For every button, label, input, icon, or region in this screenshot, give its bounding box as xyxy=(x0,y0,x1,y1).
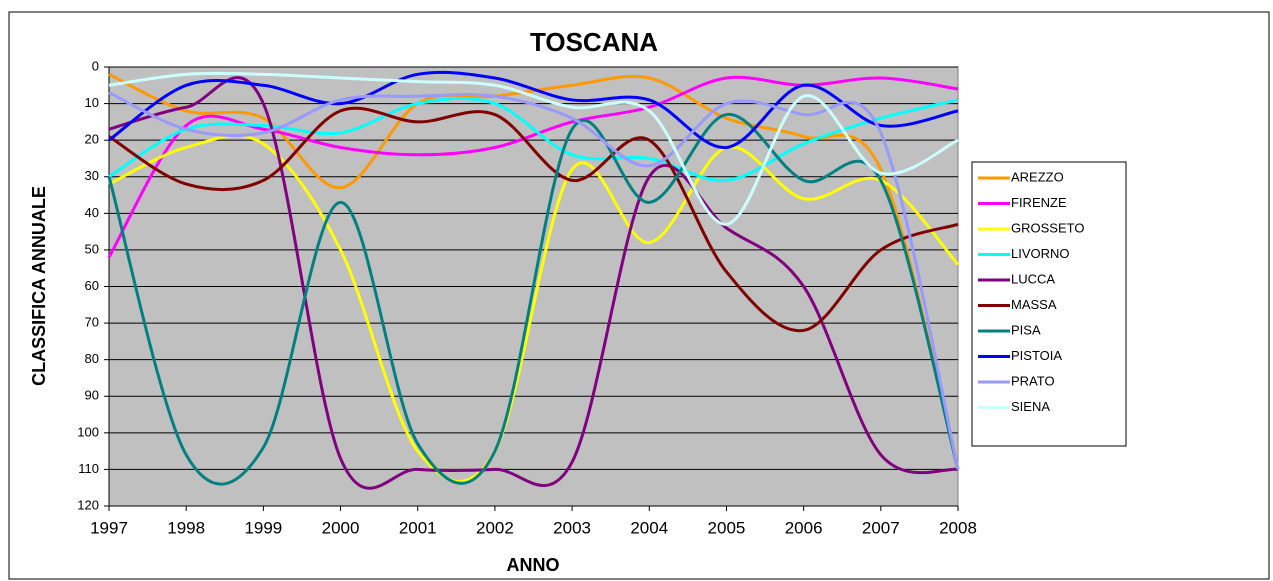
series-line xyxy=(108,72,960,470)
y-tick-label: 120 xyxy=(77,497,99,512)
x-tick-label: 1997 xyxy=(90,518,128,537)
legend-label: MASSA xyxy=(1011,297,1057,312)
x-tick-label: 1998 xyxy=(167,518,205,537)
x-tick-label: 2003 xyxy=(553,518,591,537)
y-tick-label: 70 xyxy=(85,315,99,330)
legend-label: AREZZO xyxy=(1011,169,1064,184)
y-tick-label: 110 xyxy=(78,461,99,476)
legend-label: PRATO xyxy=(1011,373,1055,388)
legend-label: GROSSETO xyxy=(1011,220,1084,235)
series-line xyxy=(108,96,959,183)
y-tick-label: 20 xyxy=(85,132,99,147)
x-tick-label: 2001 xyxy=(399,518,437,537)
y-tick-label: 10 xyxy=(85,95,99,110)
x-tick-label: 2004 xyxy=(630,518,668,537)
x-tick-label: 2005 xyxy=(708,518,746,537)
series-line xyxy=(108,134,960,483)
y-tick-label: 60 xyxy=(85,278,99,293)
chart-title: TOSCANA xyxy=(530,27,658,57)
legend-label: LIVORNO xyxy=(1011,246,1070,261)
series-line xyxy=(108,76,959,490)
series-line xyxy=(107,113,960,486)
y-tick-label: 0 xyxy=(92,58,99,73)
x-tick-label: 2008 xyxy=(939,518,977,537)
x-axis-label: ANNO xyxy=(507,555,560,575)
legend-label: FIRENZE xyxy=(1011,195,1067,210)
y-tick-label: 80 xyxy=(85,351,99,366)
x-tick-label: 2006 xyxy=(785,518,823,537)
legend-label: LUCCA xyxy=(1011,271,1055,286)
series-line xyxy=(108,71,959,226)
y-tick-label: 50 xyxy=(85,241,99,256)
y-tick-label: 90 xyxy=(85,388,99,403)
legend-label: PISA xyxy=(1011,322,1041,337)
y-axis-label: CLASSIFICA ANNUALE xyxy=(29,186,49,386)
x-tick-label: 2002 xyxy=(476,518,514,537)
series-line xyxy=(108,91,960,470)
y-tick-label: 40 xyxy=(85,205,99,220)
y-tick-label: 100 xyxy=(77,424,99,439)
y-tick-label: 30 xyxy=(85,168,99,183)
x-tick-label: 1999 xyxy=(244,518,282,537)
x-tick-label: 2000 xyxy=(322,518,360,537)
series-line xyxy=(108,106,959,333)
series-line xyxy=(108,70,959,149)
legend-label: SIENA xyxy=(1011,399,1050,414)
x-tick-label: 2007 xyxy=(862,518,900,537)
legend-label: PISTOIA xyxy=(1011,348,1062,363)
